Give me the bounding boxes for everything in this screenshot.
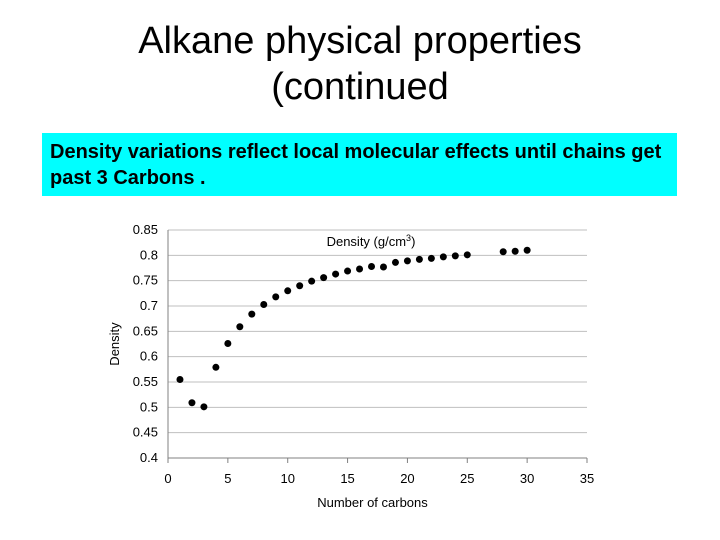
- data-point: [463, 251, 471, 259]
- callout-text: Density variations reflect local molecul…: [50, 141, 662, 189]
- x-tick-label: 20: [400, 471, 414, 486]
- data-point: [284, 287, 292, 295]
- x-tick-label: 30: [520, 471, 534, 486]
- data-point: [260, 300, 268, 308]
- data-point: [379, 263, 387, 271]
- chart-axes: [167, 230, 588, 463]
- y-tick-label: 0.8: [140, 247, 158, 262]
- y-tick-label: 0.6: [140, 349, 158, 364]
- data-point: [523, 246, 531, 254]
- chart-title: Density (g/cm3): [327, 233, 416, 249]
- x-tick-label: 5: [224, 471, 231, 486]
- data-point: [320, 274, 328, 282]
- x-tick-label: 35: [580, 471, 594, 486]
- slide-title-line-1: Alkane physical properties: [138, 20, 582, 62]
- x-tick-label: 15: [340, 471, 354, 486]
- slide-title-line-2: (continued: [271, 66, 449, 108]
- x-tick-label: 10: [280, 471, 294, 486]
- x-tick-label: 25: [460, 471, 474, 486]
- data-point: [296, 282, 304, 290]
- y-tick-label: 0.75: [133, 273, 158, 288]
- y-tick-labels: 0.4 0.45 0.5 0.55 0.6 0.65 0.7 0.75 0.8 0.85: [133, 222, 158, 465]
- callout-box: Density variations reflect local molecul…: [42, 133, 677, 196]
- data-point: [200, 403, 208, 411]
- y-tick-label: 0.55: [133, 374, 158, 389]
- data-point: [176, 375, 184, 383]
- y-tick-label: 0.45: [133, 425, 158, 440]
- data-point: [439, 253, 447, 261]
- data-point: [427, 254, 435, 262]
- data-point: [511, 247, 519, 255]
- data-point: [188, 399, 196, 407]
- x-tick-label: 0: [164, 471, 171, 486]
- data-point: [224, 339, 232, 347]
- data-point: [272, 293, 280, 301]
- slide-title: Alkane physical properties (continued: [0, 18, 720, 110]
- data-points: [176, 246, 531, 411]
- y-tick-label: 0.85: [133, 222, 158, 237]
- data-point: [451, 252, 459, 260]
- data-point: [415, 255, 423, 263]
- data-point: [332, 270, 340, 278]
- y-tick-label: 0.4: [140, 450, 158, 465]
- y-tick-label: 0.5: [140, 399, 158, 414]
- data-point: [344, 267, 352, 275]
- x-axis-title: Number of carbons: [317, 495, 428, 510]
- data-point: [356, 265, 364, 273]
- data-point: [368, 262, 376, 270]
- data-point: [308, 277, 316, 285]
- data-point: [403, 257, 411, 265]
- data-point: [391, 258, 399, 266]
- data-point: [236, 323, 244, 331]
- data-point: [212, 363, 220, 371]
- y-tick-label: 0.7: [140, 298, 158, 313]
- y-tick-label: 0.65: [133, 323, 158, 338]
- data-point: [499, 248, 507, 256]
- data-point: [248, 310, 256, 318]
- x-tick-labels: 0 5 10 15 20 25 30 35: [164, 471, 594, 486]
- y-axis-title: Density: [107, 322, 122, 366]
